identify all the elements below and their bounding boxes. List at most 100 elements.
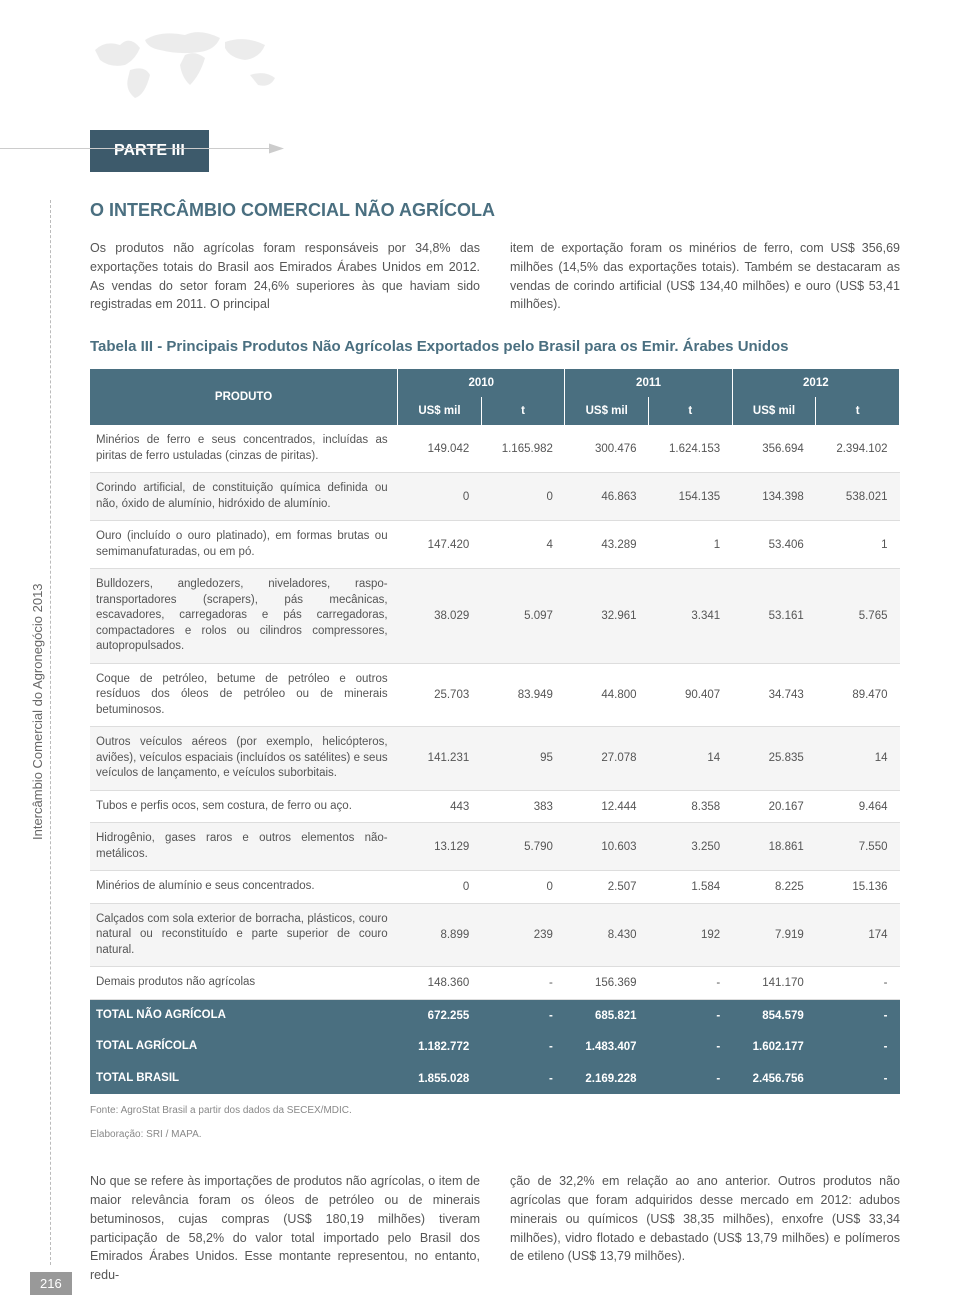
row-value: 2.507	[565, 871, 649, 904]
row-value: 5.790	[481, 823, 565, 871]
row-value: 20.167	[732, 790, 816, 823]
table-row: Demais produtos não agrícolas148.360-156…	[90, 967, 900, 1000]
row-value: 141.170	[732, 967, 816, 1000]
part-header: PARTE III	[90, 130, 209, 172]
row-value: 383	[481, 790, 565, 823]
total-value: 2.169.228	[565, 1063, 649, 1095]
page-number: 216	[30, 1272, 72, 1295]
row-value: 14	[649, 727, 733, 791]
row-value: 443	[398, 790, 482, 823]
row-value: 9.464	[816, 790, 900, 823]
row-value: 2.394.102	[816, 425, 900, 473]
row-value: 95	[481, 727, 565, 791]
row-value: 8.358	[649, 790, 733, 823]
row-value: 0	[481, 473, 565, 521]
section-title: O INTERCÂMBIO COMERCIAL NÃO AGRÍCOLA	[90, 200, 900, 221]
source-line-2: Elaboração: SRI / MAPA.	[90, 1128, 900, 1142]
source-line-1: Fonte: AgroStat Brasil a partir dos dado…	[90, 1104, 900, 1118]
row-label: Calçados com sola exterior de borracha, …	[90, 903, 398, 967]
row-label: Ouro (incluído o ouro platinado), em for…	[90, 521, 398, 569]
total-value: -	[649, 1063, 733, 1095]
total-value: -	[481, 1063, 565, 1095]
row-value: 44.800	[565, 663, 649, 727]
row-label: Bulldozers, angledozers, niveladores, ra…	[90, 569, 398, 664]
row-value: 0	[398, 473, 482, 521]
table-row: Coque de petróleo, betume de petróleo e …	[90, 663, 900, 727]
row-value: 8.225	[732, 871, 816, 904]
table-row: Corindo artificial, de constituição quím…	[90, 473, 900, 521]
total-label: TOTAL BRASIL	[90, 1063, 398, 1095]
row-label: Demais produtos não agrícolas	[90, 967, 398, 1000]
row-value: 5.097	[481, 569, 565, 664]
row-value: 32.961	[565, 569, 649, 664]
row-value: 4	[481, 521, 565, 569]
total-value: 685.821	[565, 999, 649, 1031]
row-value: -	[481, 967, 565, 1000]
total-value: 672.255	[398, 999, 482, 1031]
row-label: Tubos e perfis ocos, sem costura, de fer…	[90, 790, 398, 823]
subcol-2: US$ mil	[565, 397, 649, 425]
total-value: -	[649, 1031, 733, 1063]
row-label: Minérios de ferro e seus concentrados, i…	[90, 425, 398, 473]
total-value: -	[816, 999, 900, 1031]
row-value: -	[649, 967, 733, 1000]
total-label: TOTAL AGRÍCOLA	[90, 1031, 398, 1063]
row-value: 300.476	[565, 425, 649, 473]
subcol-4: US$ mil	[732, 397, 816, 425]
row-value: 15.136	[816, 871, 900, 904]
table-row: Tubos e perfis ocos, sem costura, de fer…	[90, 790, 900, 823]
row-value: 8.899	[398, 903, 482, 967]
row-value: 356.694	[732, 425, 816, 473]
total-value: -	[816, 1063, 900, 1095]
row-value: 43.289	[565, 521, 649, 569]
intro-left: Os produtos não agrícolas foram responsá…	[90, 239, 480, 314]
row-value: 156.369	[565, 967, 649, 1000]
row-label: Coque de petróleo, betume de petróleo e …	[90, 663, 398, 727]
row-value: 1.165.982	[481, 425, 565, 473]
row-value: 14	[816, 727, 900, 791]
row-value: 5.765	[816, 569, 900, 664]
row-value: 3.250	[649, 823, 733, 871]
world-map-decoration	[90, 20, 290, 110]
table-row: Bulldozers, angledozers, niveladores, ra…	[90, 569, 900, 664]
row-value: 192	[649, 903, 733, 967]
subcol-3: t	[649, 397, 733, 425]
row-label: Corindo artificial, de constituição quím…	[90, 473, 398, 521]
col-produto: PRODUTO	[90, 369, 398, 425]
row-value: 141.231	[398, 727, 482, 791]
footer-right: ção de 32,2% em relação ao ano anterior.…	[510, 1172, 900, 1285]
total-value: -	[649, 999, 733, 1031]
row-value: 12.444	[565, 790, 649, 823]
intro-right: item de exportação foram os minérios de …	[510, 239, 900, 314]
total-value: 1.182.772	[398, 1031, 482, 1063]
total-value: -	[481, 1031, 565, 1063]
row-value: 34.743	[732, 663, 816, 727]
row-value: -	[816, 967, 900, 1000]
total-value: 1.855.028	[398, 1063, 482, 1095]
subcol-5: t	[816, 397, 900, 425]
row-value: 89.470	[816, 663, 900, 727]
row-value: 1	[649, 521, 733, 569]
row-value: 25.703	[398, 663, 482, 727]
side-label: Intercâmbio Comercial do Agronegócio 201…	[30, 583, 45, 840]
row-value: 53.406	[732, 521, 816, 569]
row-value: 83.949	[481, 663, 565, 727]
row-value: 7.550	[816, 823, 900, 871]
total-value: 1.483.407	[565, 1031, 649, 1063]
subcol-0: US$ mil	[398, 397, 482, 425]
vertical-divider	[50, 200, 51, 1265]
row-value: 13.129	[398, 823, 482, 871]
footer-columns: No que se refere às importações de produ…	[90, 1172, 900, 1285]
row-value: 27.078	[565, 727, 649, 791]
subcol-1: t	[481, 397, 565, 425]
total-row: TOTAL AGRÍCOLA1.182.772-1.483.407-1.602.…	[90, 1031, 900, 1063]
row-value: 90.407	[649, 663, 733, 727]
row-label: Hidrogênio, gases raros e outros element…	[90, 823, 398, 871]
row-value: 3.341	[649, 569, 733, 664]
row-label: Outros veículos aéreos (por exemplo, hel…	[90, 727, 398, 791]
table-row: Ouro (incluído o ouro platinado), em for…	[90, 521, 900, 569]
table-row: Minérios de alumínio e seus concentrados…	[90, 871, 900, 904]
header-chevron-icon	[0, 142, 289, 161]
row-value: 8.430	[565, 903, 649, 967]
col-year-1: 2011	[565, 369, 732, 397]
